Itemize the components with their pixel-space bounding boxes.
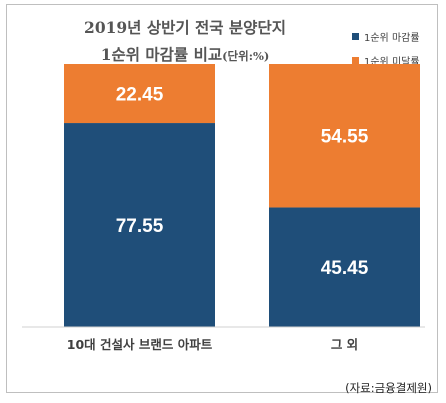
- chart-title-unit: (단위:%): [222, 49, 270, 63]
- legend-label-closing: 1순위 마감률: [364, 32, 420, 44]
- legend-swatch-shortfall: [352, 56, 359, 64]
- bar-shortfall-1: [269, 64, 420, 208]
- category-label-0: 10대 건설사 브랜드 아파트: [67, 337, 213, 352]
- data-label-closing-1: 45.45: [321, 258, 369, 279]
- legend-swatch-closing: [352, 32, 359, 40]
- chart-title-line1: 2019년 상반기 전국 분양단지: [84, 18, 286, 37]
- chart-frame: [6, 4, 438, 393]
- legend-item-shortfall: 1순위 미달률: [352, 48, 420, 72]
- category-label-1: 그 외: [331, 337, 358, 352]
- bar-closing-1: [269, 207, 420, 327]
- bar-closing-0: [64, 123, 215, 327]
- chart-legend: 1순위 마감률 1순위 미달률: [352, 24, 420, 72]
- source-note: (자료:금융결제원): [345, 381, 432, 395]
- chart-title-main: 1순위 마감률 비교: [100, 45, 223, 64]
- chart-title-line2: 1순위 마감률 비교(단위:%): [70, 41, 300, 70]
- bar-shortfall-0: [64, 64, 215, 124]
- chart-title: 2019년 상반기 전국 분양단지 1순위 마감률 비교(단위:%): [70, 14, 300, 70]
- legend-label-shortfall: 1순위 미달률: [364, 56, 420, 68]
- data-label-closing-0: 77.55: [116, 216, 164, 237]
- data-label-shortfall-1: 54.55: [321, 127, 369, 148]
- data-label-shortfall-0: 22.45: [116, 85, 164, 106]
- legend-item-closing: 1순위 마감률: [352, 24, 420, 48]
